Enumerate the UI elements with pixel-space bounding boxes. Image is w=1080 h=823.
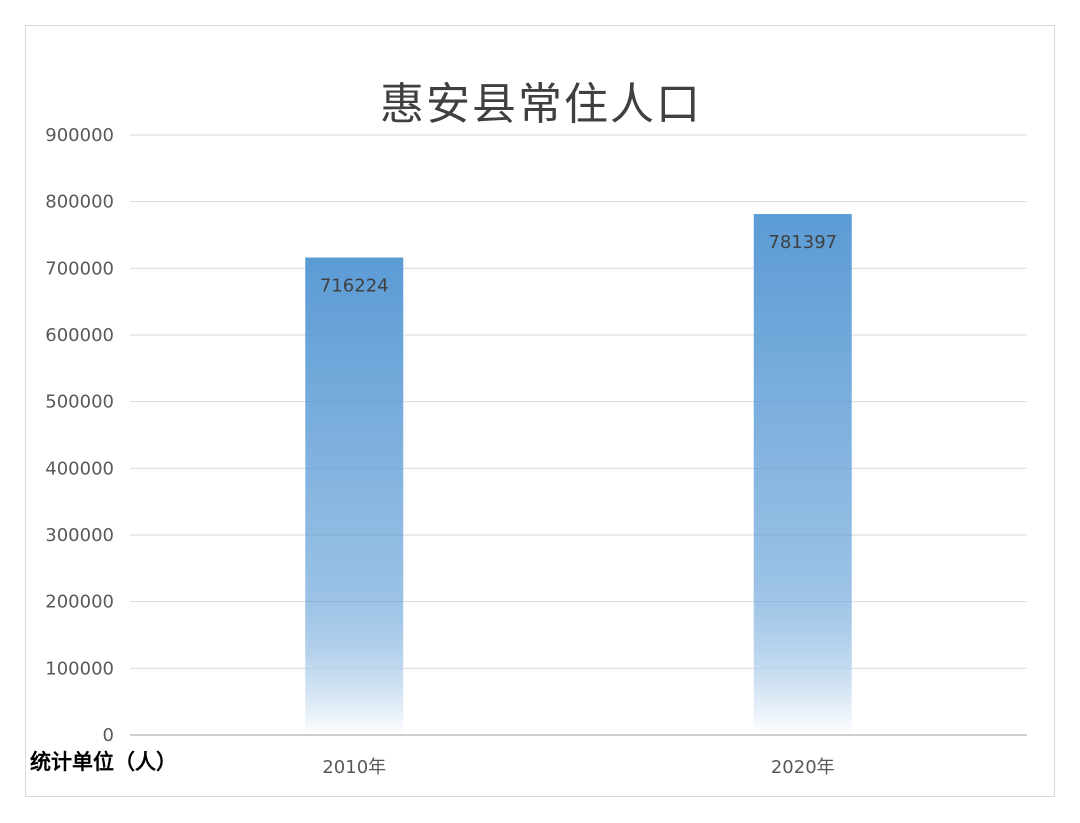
y-tick-label: 500000: [45, 392, 114, 413]
y-tick-label: 100000: [45, 658, 114, 679]
y-tick-label: 900000: [45, 125, 114, 146]
x-tick-label: 2020年: [771, 757, 835, 778]
y-tick-label: 800000: [45, 192, 114, 213]
y-tick-label: 600000: [45, 325, 114, 346]
unit-note: 统计单位（人）: [30, 750, 177, 774]
bar: [305, 257, 404, 735]
data-label: 781397: [768, 232, 837, 253]
y-tick-label: 0: [103, 725, 114, 746]
bar: [753, 214, 852, 735]
y-tick-label: 200000: [45, 592, 114, 613]
chart-title: 惠安县常住人口: [380, 79, 702, 130]
y-tick-label: 400000: [45, 458, 114, 479]
x-tick-label: 2010年: [322, 757, 386, 778]
y-tick-label: 700000: [45, 258, 114, 279]
y-tick-label: 300000: [45, 525, 114, 546]
data-label: 716224: [320, 276, 389, 297]
